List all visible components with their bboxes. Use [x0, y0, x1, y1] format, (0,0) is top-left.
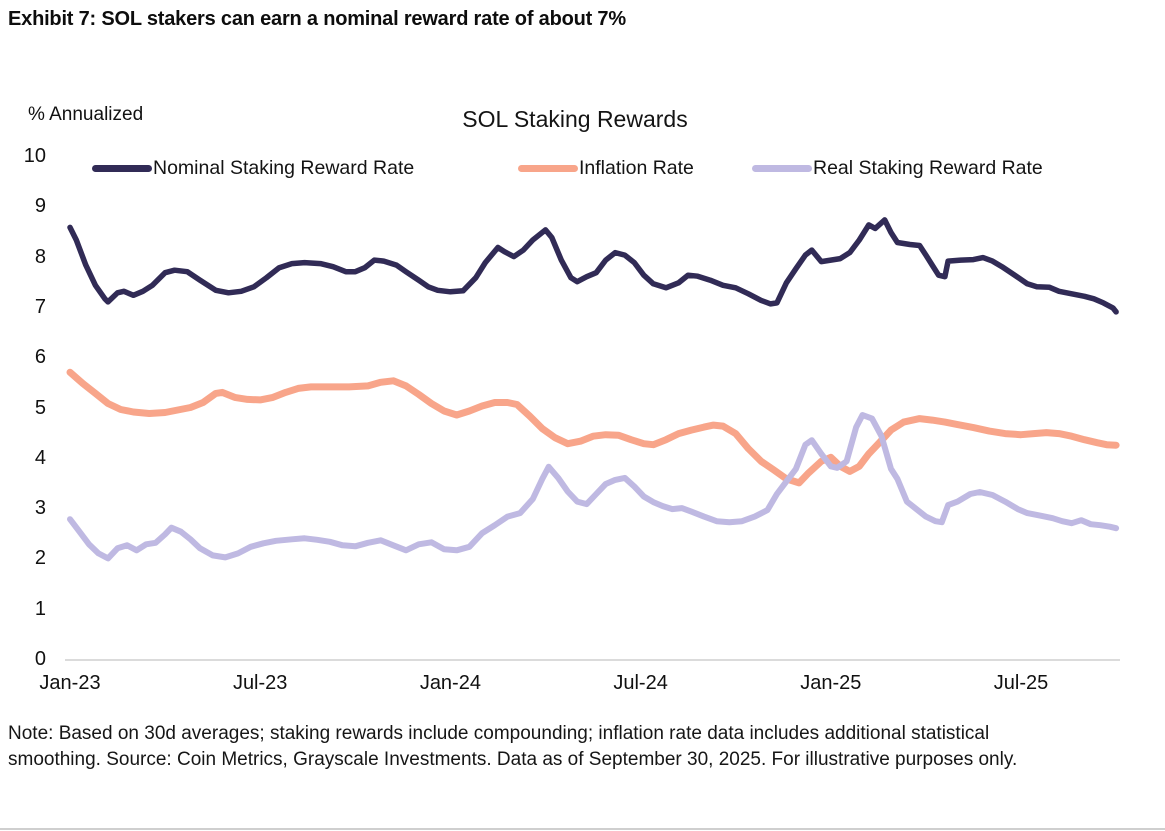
x-tick-label: Jul-24: [613, 672, 668, 694]
chart-title: SOL Staking Rewards: [462, 106, 688, 132]
y-tick-label: 10: [23, 145, 46, 167]
series-line: [67, 412, 1120, 562]
x-tick-label: Jan-24: [419, 672, 481, 694]
legend-item: Real Staking Reward Rate: [752, 155, 1043, 181]
x-tick-label: Jan-25: [800, 672, 862, 694]
y-tick-label: 2: [34, 547, 46, 570]
series-line: [67, 217, 1119, 315]
series-line: [66, 368, 1120, 487]
y-tick-label: 5: [34, 396, 46, 419]
y-tick-label: 6: [34, 346, 46, 369]
chart-note: Note: Based on 30d averages; staking rew…: [8, 723, 1018, 770]
y-tick-label: 0: [34, 648, 46, 670]
y-tick-label: 1: [34, 597, 46, 620]
y-tick-label: 4: [34, 446, 46, 469]
legend-label: Nominal Staking Reward Rate: [153, 156, 415, 179]
y-tick-label: 3: [34, 497, 46, 520]
legend-label: Real Staking Reward Rate: [813, 156, 1043, 179]
y-tick-label: 8: [34, 245, 46, 268]
legend-item: Nominal Staking Reward Rate: [92, 155, 414, 181]
legend-swatch-icon: [92, 164, 152, 172]
bottom-divider: [0, 828, 1165, 830]
exhibit-title: Exhibit 7: SOL stakers can earn a nomina…: [8, 8, 626, 30]
y-axis-label: % Annualized: [28, 104, 144, 125]
legend-label: Inflation Rate: [579, 156, 694, 179]
y-tick-label: 7: [34, 295, 46, 318]
chart-legend: Nominal Staking Reward Rate Inflation Rat…: [0, 155, 1165, 181]
x-tick-label: Jul-23: [232, 672, 288, 694]
x-tick-label: Jan-23: [39, 672, 101, 694]
x-tick-label: Jul-25: [993, 672, 1049, 694]
legend-swatch-icon: [518, 164, 578, 172]
legend-item: Inflation Rate: [518, 155, 694, 181]
x-axis-baseline: [65, 659, 1120, 661]
legend-swatch-icon: [752, 164, 812, 172]
y-tick-label: 9: [34, 195, 46, 218]
